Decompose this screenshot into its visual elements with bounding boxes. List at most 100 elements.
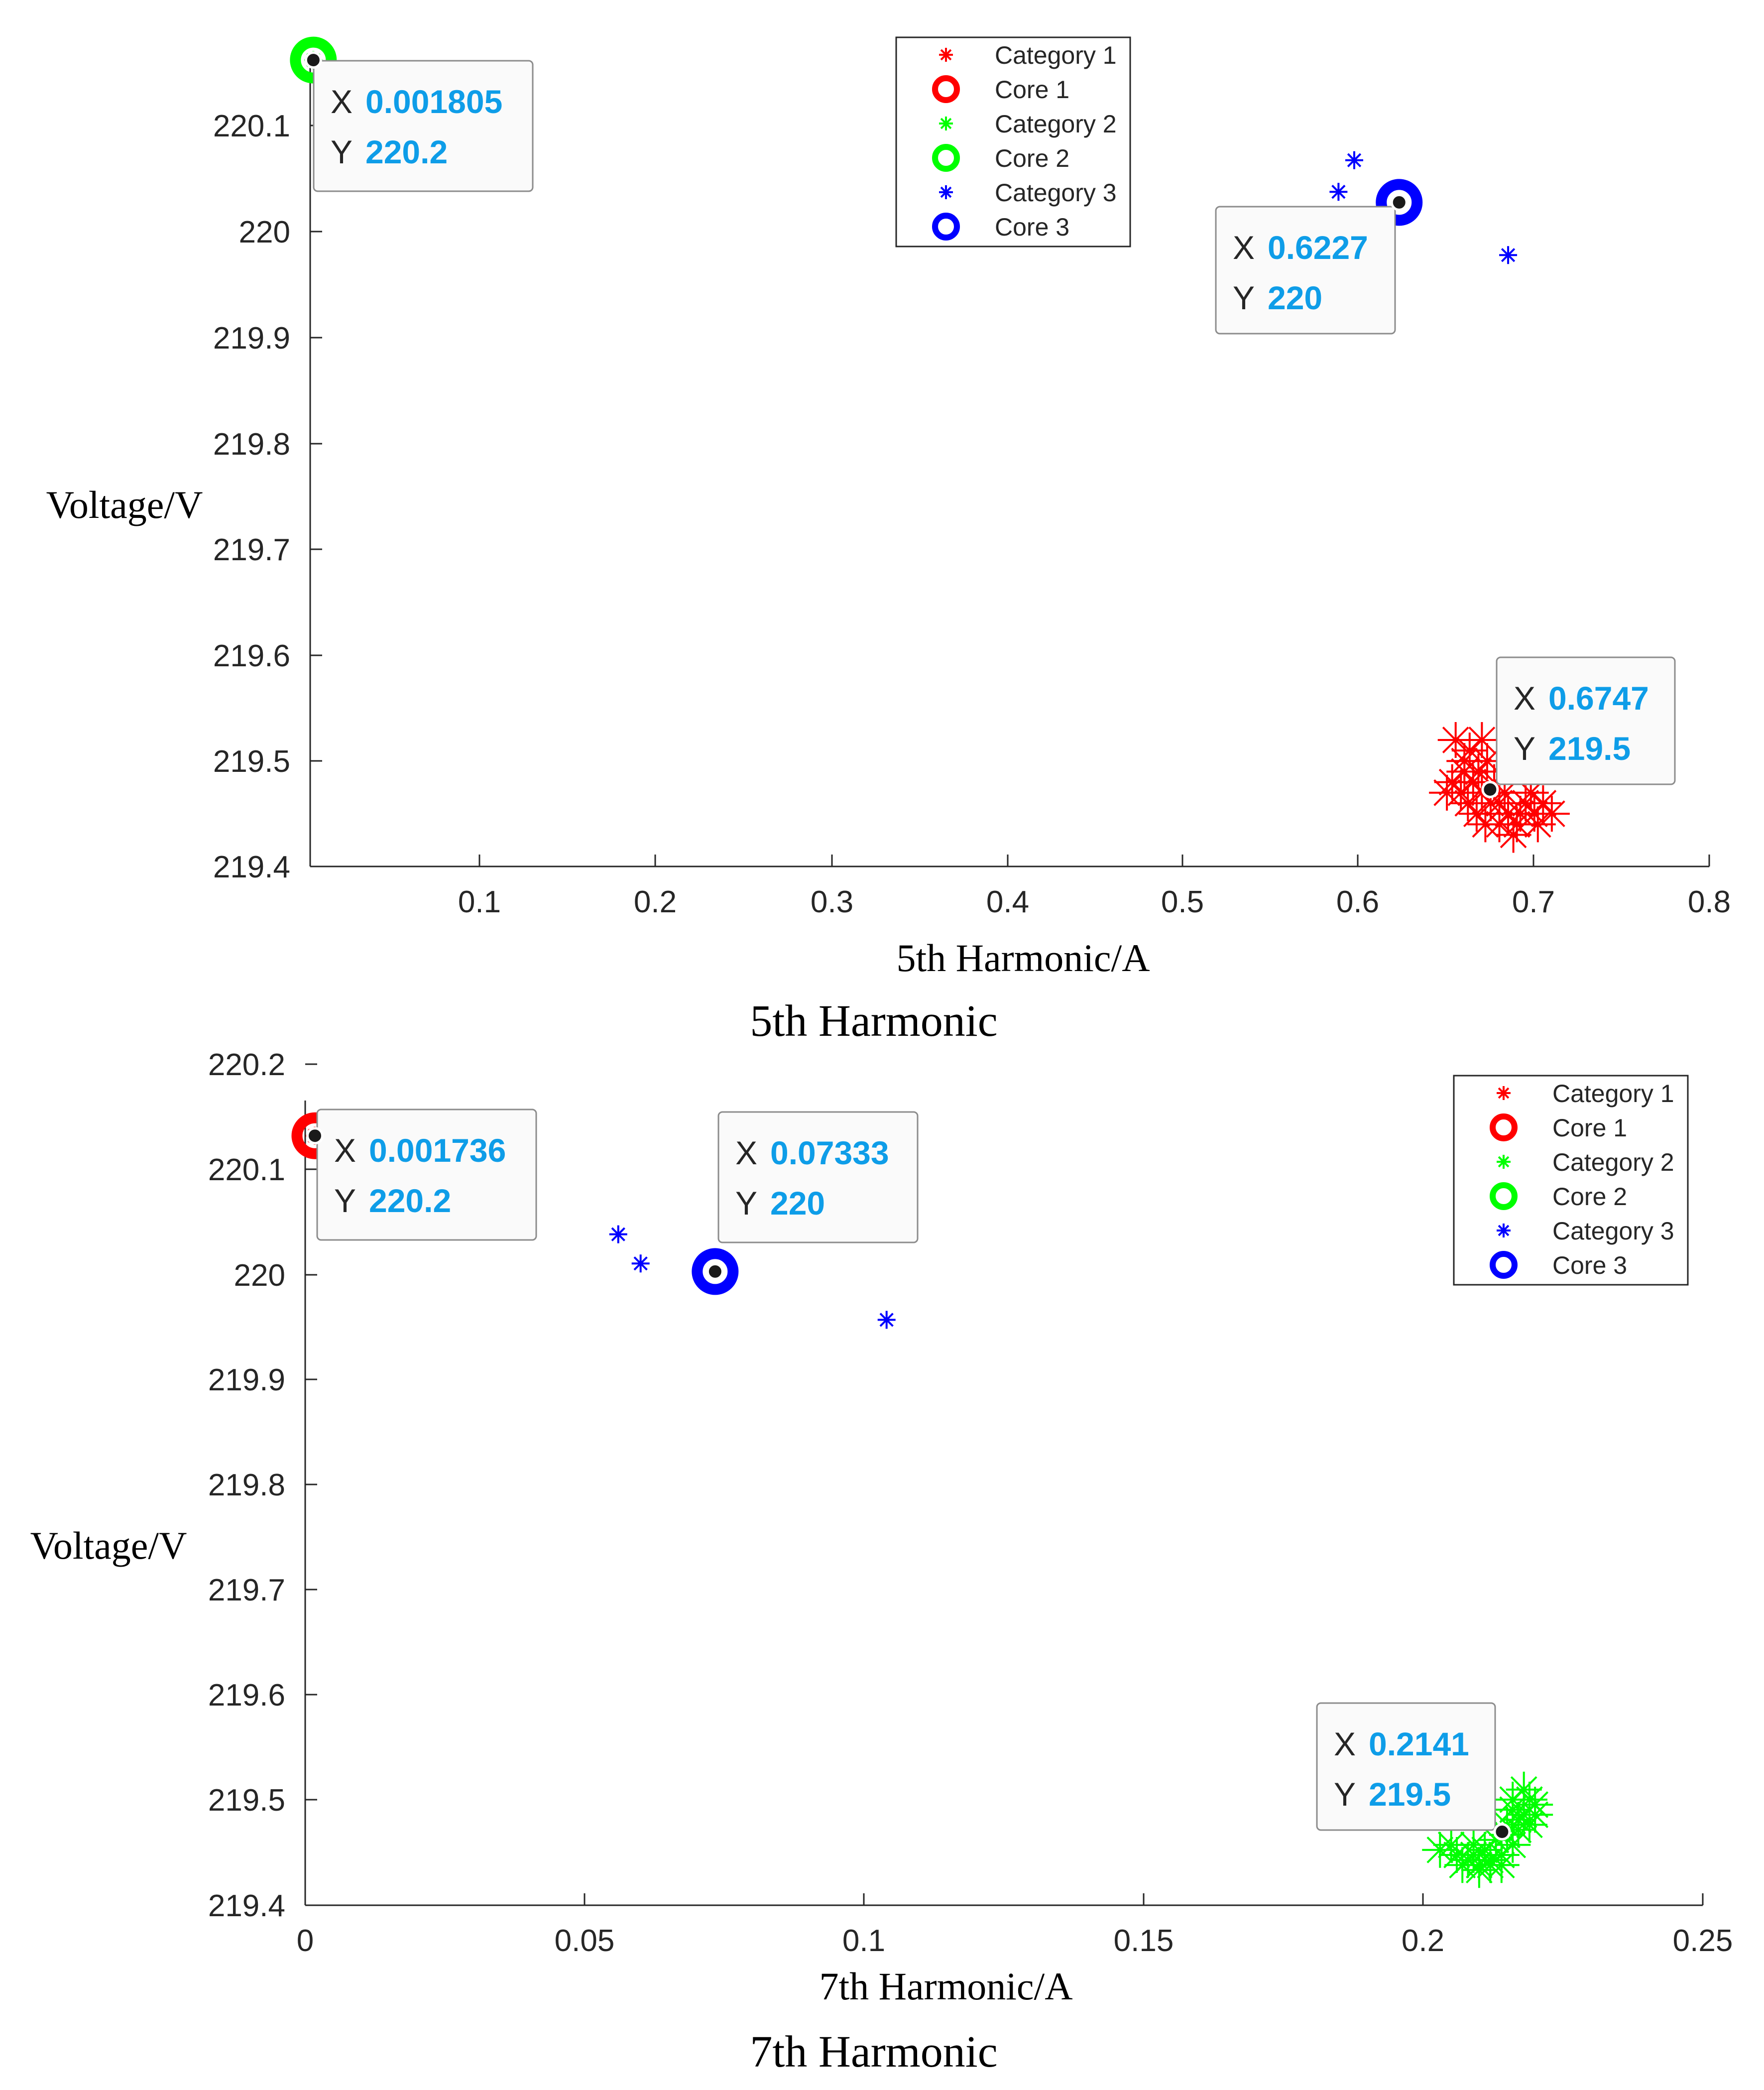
legend-marker xyxy=(1490,1182,1518,1210)
datatip-y-value: 219.5 xyxy=(1369,1776,1451,1813)
y-tick-label: 219.9 xyxy=(208,1363,285,1397)
legend-entry: Category 2 xyxy=(1552,1148,1674,1176)
datatip-y-value: 220 xyxy=(770,1185,825,1222)
datatip-anchor xyxy=(1481,780,1499,798)
data-point xyxy=(1329,183,1348,201)
chart-5th-harmonic: 0.1 0.2 0.3 0.4 0.5 0.6 0.7 0.8 219.4 219.5 219.6 2… xyxy=(46,36,1731,1046)
y-tick-label: 219.5 xyxy=(213,744,290,779)
x-tick-label: 0.3 xyxy=(811,885,853,919)
data-point xyxy=(1464,722,1500,758)
y-tick-label: 219.6 xyxy=(213,639,290,673)
legend-entry: Category 1 xyxy=(1552,1080,1674,1107)
chart-caption: 5th Harmonic xyxy=(750,996,997,1046)
datatip-anchor xyxy=(306,1127,324,1145)
y-tick-label: 219.7 xyxy=(213,533,290,567)
x-tick-label: 0.6 xyxy=(1336,885,1379,919)
data-point xyxy=(609,1225,627,1243)
data-point xyxy=(1495,1781,1531,1818)
data-point xyxy=(1455,1837,1492,1873)
datatip-y-label: Y xyxy=(1334,1776,1356,1813)
x-tick-label: 0.8 xyxy=(1688,885,1731,919)
legend-marker xyxy=(1490,1113,1518,1141)
data-point xyxy=(1434,764,1470,800)
data-point xyxy=(1458,796,1495,832)
legend-entry: Core 1 xyxy=(1552,1114,1627,1142)
datatip-box xyxy=(1316,1702,1496,1831)
legend-marker xyxy=(939,117,953,130)
datatip-y-label: Y xyxy=(334,1182,356,1219)
y-tick-label: 220.2 xyxy=(208,1048,285,1082)
chart-caption: 7th Harmonic xyxy=(750,2027,997,2077)
y-tick-label: 220.1 xyxy=(208,1153,285,1187)
y-tick-label: 219.7 xyxy=(208,1573,285,1607)
datatip: X 0.2141 Y 219.5 xyxy=(1316,1702,1511,1841)
datatip: X 0.001736 Y 220.2 xyxy=(306,1108,537,1241)
x-tick-label: 0.1 xyxy=(458,885,501,919)
data-point xyxy=(1467,806,1504,843)
legend-marker xyxy=(939,185,953,199)
data-point xyxy=(1433,1827,1469,1863)
legend-entry: Category 2 xyxy=(995,110,1117,138)
datatip-y-value: 220.2 xyxy=(365,133,448,170)
core-point xyxy=(692,1248,739,1295)
x-tick-label: 0.2 xyxy=(1402,1924,1444,1958)
datatip-y-label: Y xyxy=(735,1185,757,1222)
legend-marker xyxy=(1497,1086,1511,1100)
datatip-x-value: 0.07333 xyxy=(770,1134,889,1171)
datatip-y-value: 220.2 xyxy=(369,1182,451,1219)
x-tick-label: 0 xyxy=(297,1924,314,1958)
legend-box xyxy=(1453,1075,1689,1286)
y-tick-label: 219.5 xyxy=(208,1783,285,1818)
data-point xyxy=(1461,1852,1497,1888)
datatip: X 0.07333 Y 220 xyxy=(706,1111,919,1280)
legend-marker xyxy=(939,48,953,62)
datatip-x-value: 0.001805 xyxy=(365,83,502,120)
legend-marker xyxy=(932,213,960,241)
datatip-x-value: 0.6227 xyxy=(1268,229,1368,266)
x-tick-label: 0.15 xyxy=(1114,1924,1174,1958)
datatip-y-value: 219.5 xyxy=(1548,730,1631,767)
datatip-box xyxy=(313,60,534,192)
data-point xyxy=(1429,774,1465,811)
legend-marker xyxy=(1497,1224,1511,1237)
datatip-x-value: 0.2141 xyxy=(1369,1725,1469,1762)
y-tick-label: 220 xyxy=(239,215,290,249)
datatip-anchor xyxy=(706,1262,724,1280)
datatip-x-label: X xyxy=(1233,229,1255,266)
datatip-box xyxy=(1496,656,1676,785)
datatip-anchor xyxy=(1390,193,1408,211)
x-tick-label: 0.4 xyxy=(986,885,1029,919)
y-tick-label: 219.8 xyxy=(208,1468,285,1502)
data-point xyxy=(877,1311,896,1329)
legend-entry: Core 3 xyxy=(995,213,1069,241)
legend-marker xyxy=(932,75,960,103)
datatip-anchor xyxy=(304,51,322,69)
datatip-x-value: 0.001736 xyxy=(369,1132,506,1169)
datatip-x-label: X xyxy=(735,1134,757,1171)
legend-entry: Category 3 xyxy=(995,179,1117,207)
datatip-box xyxy=(1215,206,1396,335)
data-point xyxy=(1502,796,1538,832)
y-axis-label: Voltage/V xyxy=(46,483,203,526)
data-point xyxy=(1345,151,1363,169)
x-axis-label: 5th Harmonic/A xyxy=(896,936,1150,980)
data-point xyxy=(1483,1847,1520,1883)
data-point xyxy=(631,1254,650,1273)
datatip-y-label: Y xyxy=(1233,279,1255,316)
y-tick-label: 220.1 xyxy=(213,109,290,143)
legend-marker xyxy=(1497,1155,1511,1169)
datatip-x-value: 0.6747 xyxy=(1548,680,1649,717)
legend: Category 1 Core 1 Category 2 Core 2 Category… xyxy=(895,36,1131,247)
data-point xyxy=(1520,806,1556,843)
datatip-anchor xyxy=(1493,1823,1511,1841)
legend: Category 1 Core 1 Category 2 Core 2 Category… xyxy=(1453,1075,1689,1286)
data-point xyxy=(1525,785,1561,821)
y-tick-label: 219.4 xyxy=(213,850,290,884)
x-tick-label: 0.1 xyxy=(842,1924,885,1958)
datatip-y-value: 220 xyxy=(1268,279,1322,316)
chart-7th-harmonic: 0 0.05 0.1 0.15 0.2 0.25 219.4 219.5 219.6 219.7 2… xyxy=(30,1048,1733,2077)
data-point xyxy=(1517,1797,1553,1833)
legend-box xyxy=(895,36,1131,247)
y-tick-label: 219.4 xyxy=(208,1889,285,1923)
x-tick-label: 0.2 xyxy=(634,885,677,919)
